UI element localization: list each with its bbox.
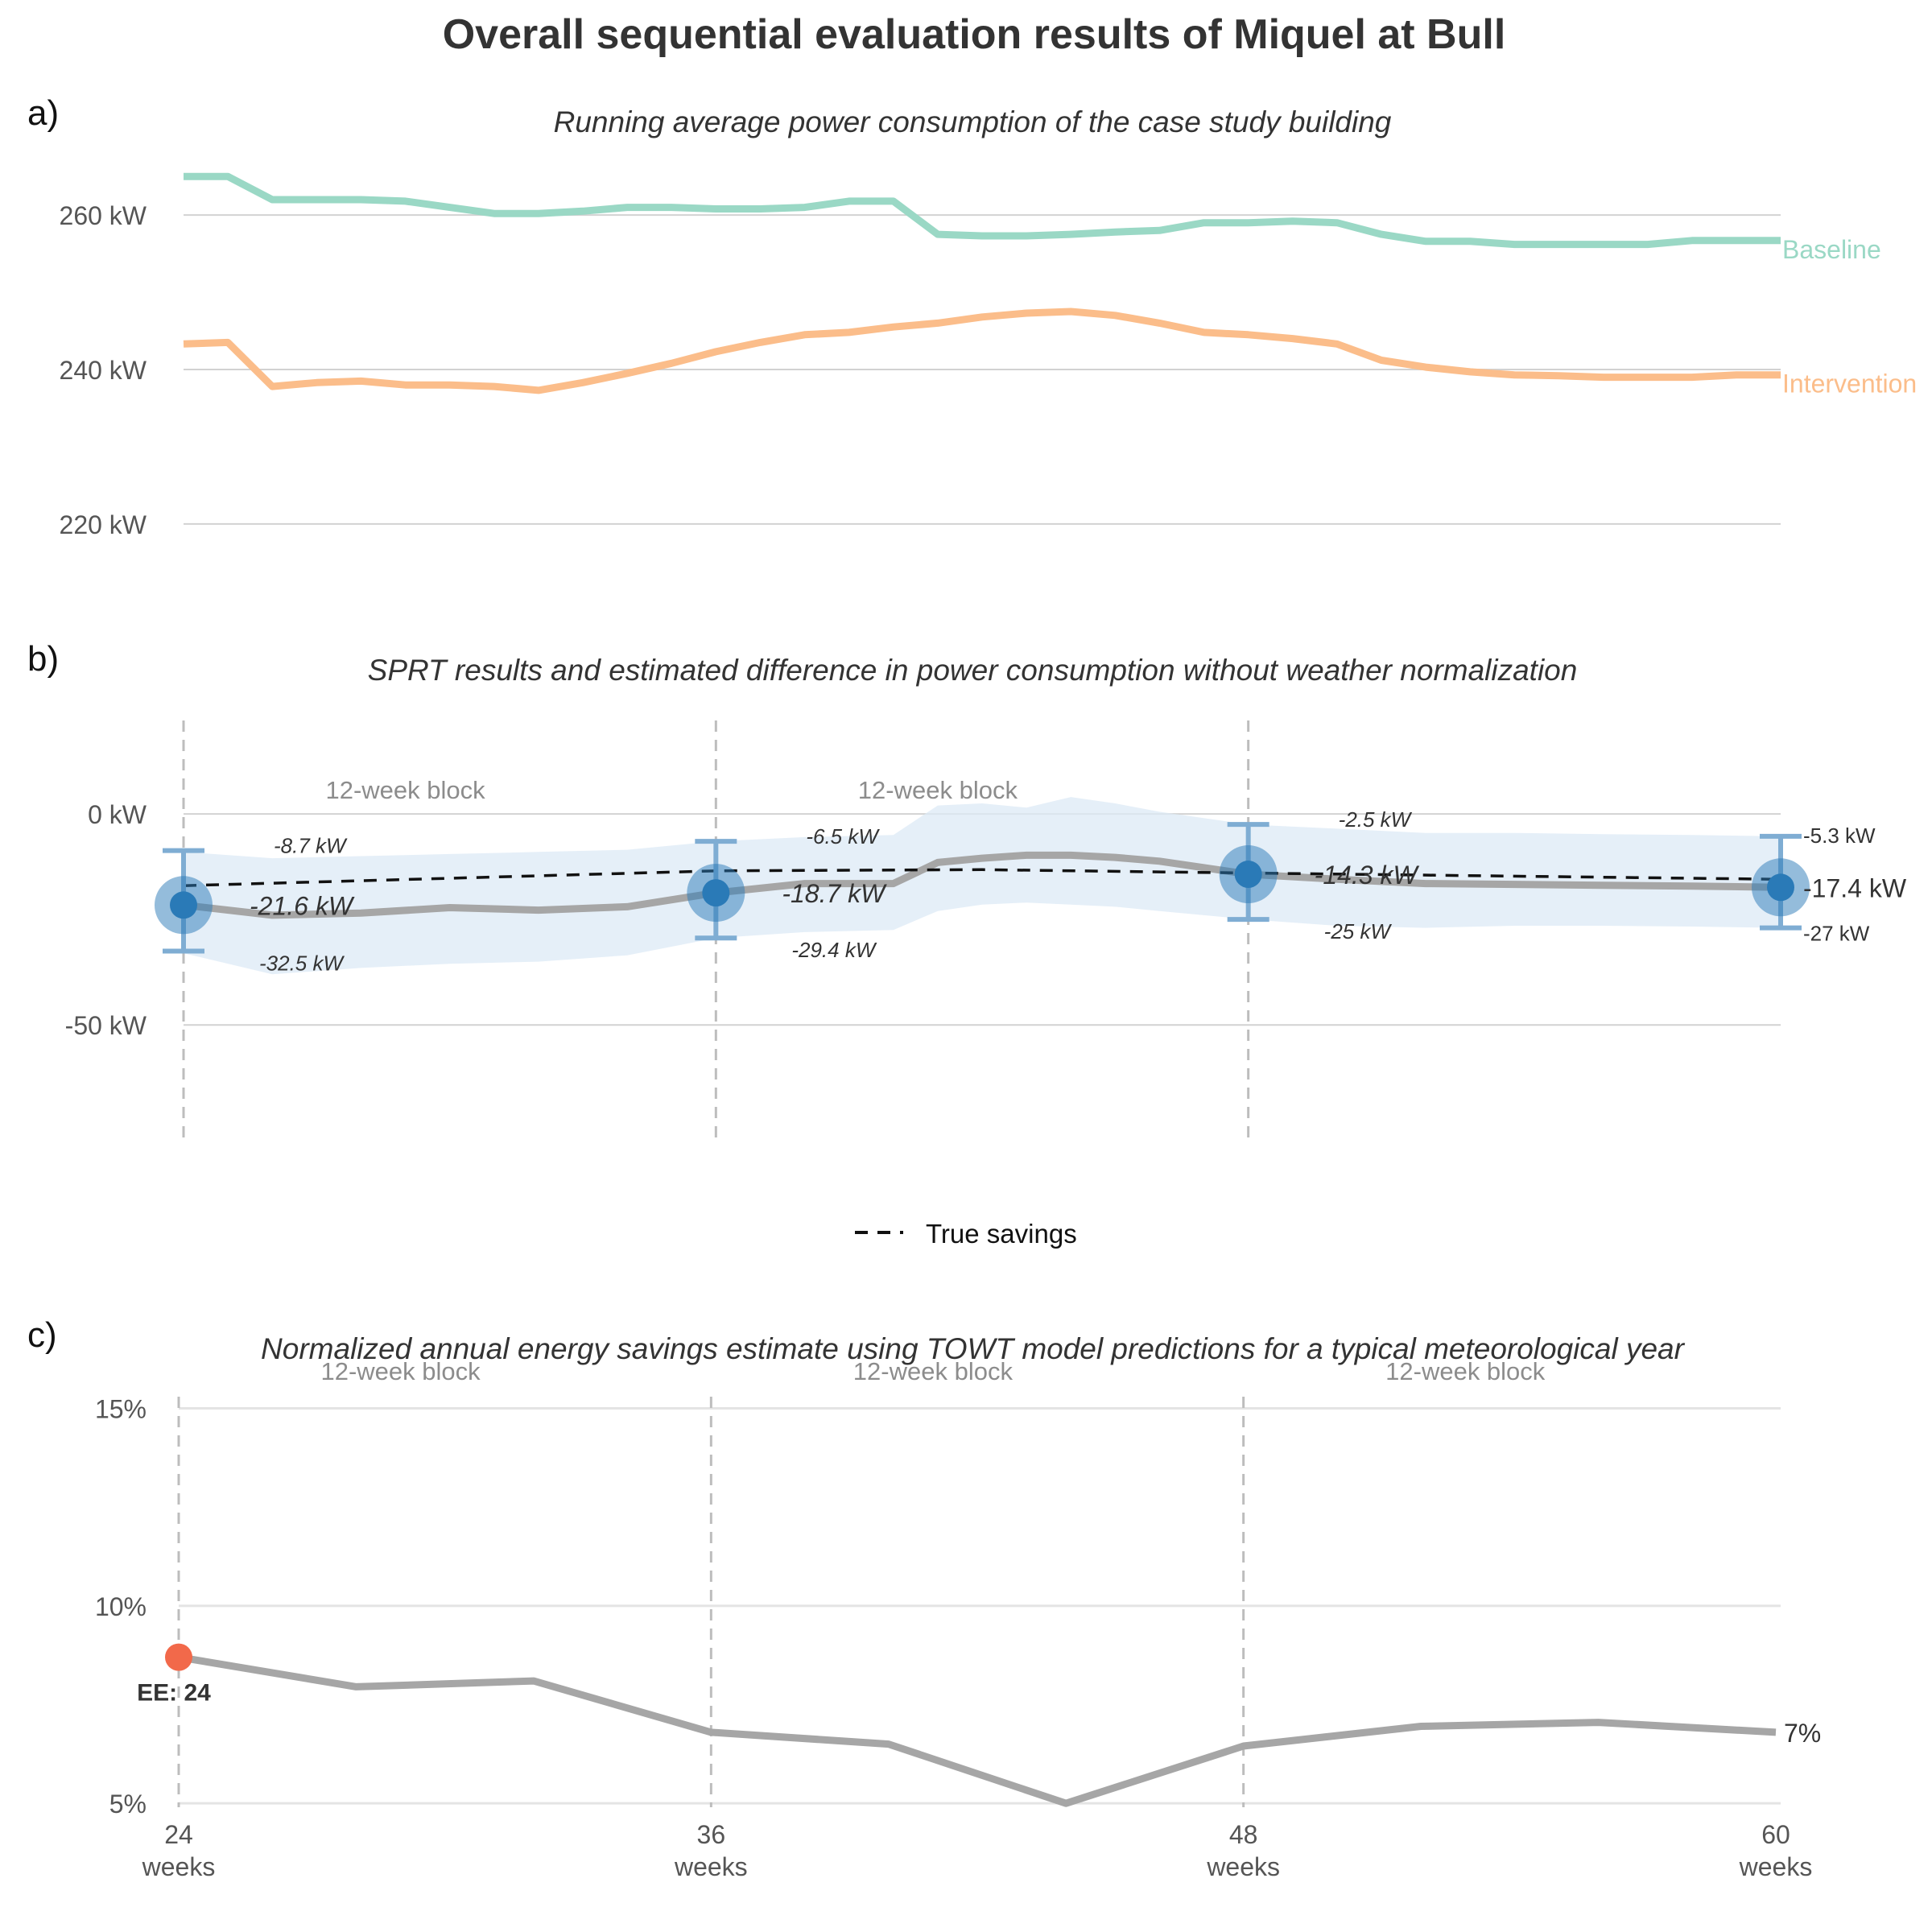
x-tick-unit: weeks — [674, 1852, 748, 1881]
sprt-lower-label: -29.4 kW — [791, 938, 877, 962]
panel-a-gridlines — [184, 214, 1781, 525]
y-tick-label: 5% — [109, 1790, 147, 1818]
y-tick-label: 0 kW — [88, 800, 147, 829]
series-line-true-savings — [183, 868, 1781, 887]
sprt-lower-label: -32.5 kW — [259, 951, 345, 975]
x-tick-unit: weeks — [142, 1852, 216, 1881]
panel-a-subtitle: Running average power consumption of the… — [554, 105, 1392, 138]
panel-c-subtitle: Normalized annual energy savings estimat… — [261, 1332, 1686, 1365]
x-tick-label: 60 — [1761, 1820, 1790, 1849]
x-tick-label: 24 — [164, 1820, 193, 1849]
block-label: 12-week block — [1385, 1357, 1546, 1385]
panel-b-block-lines — [182, 720, 1250, 1139]
y-tick-label: 220 kW — [60, 510, 147, 539]
panel-a-y-tick-labels: 220 kW 240 kW 260 kW — [60, 201, 147, 539]
panel-c-block-lines — [177, 1397, 1245, 1807]
sprt-point — [1234, 861, 1262, 889]
sprt-lower-label: -25 kW — [1324, 919, 1393, 943]
sprt-estimate-label: -18.7 kW — [782, 879, 887, 908]
block-label: 12-week block — [325, 776, 485, 804]
x-tick-unit: weeks — [1206, 1852, 1280, 1881]
panel-c-block-labels: 12-week block 12-week block 12-week block — [320, 1357, 1545, 1385]
uncertainty-band — [184, 797, 1781, 975]
sprt-point — [170, 891, 197, 919]
panel-b-sprt-points: -8.7 kW -21.6 kW -32.5 kW -6.5 kW -18.7 kW -2… — [155, 807, 1907, 975]
y-tick-label: 240 kW — [60, 356, 147, 385]
sprt-estimate-label: -14.3 kW — [1315, 861, 1420, 890]
panel-b-uncertainty-band — [184, 797, 1781, 975]
block-label: 12-week block — [320, 1357, 481, 1385]
panel-c-x-tick-labels: 24 weeks 36 weeks 48 weeks 60 weeks — [142, 1820, 1813, 1881]
y-tick-label: 15% — [95, 1394, 147, 1423]
sprt-upper-label: -2.5 kW — [1339, 807, 1413, 832]
x-tick-unit: weeks — [1739, 1852, 1813, 1881]
sprt-estimate-label: -21.6 kW — [250, 891, 355, 920]
sprt-estimate-label: -17.4 kW — [1803, 873, 1907, 902]
series-label-baseline: Baseline — [1782, 235, 1881, 264]
panel-c-letter: c) — [27, 1315, 57, 1355]
x-tick-label: 48 — [1229, 1820, 1258, 1849]
panel-b: b) SPRT results and estimated difference… — [27, 639, 1907, 1249]
panel-b-subtitle: SPRT results and estimated difference in… — [368, 654, 1578, 687]
panel-b-legend: True savings — [855, 1219, 1077, 1249]
panel-b-letter: b) — [27, 639, 59, 679]
series-line-normalized-savings — [178, 1653, 1777, 1807]
sprt-point — [702, 879, 730, 907]
y-tick-label: 260 kW — [60, 201, 147, 230]
block-label: 12-week block — [858, 776, 1018, 804]
panel-c: c) 5%10%15% 12-week block 12-week block 12… — [27, 1315, 1821, 1881]
panel-c-series: EE: 24 7% — [137, 1643, 1821, 1807]
panel-a-series: Baseline Intervention — [183, 172, 1917, 398]
series-line-intervention — [183, 308, 1781, 394]
block-label: 12-week block — [853, 1357, 1013, 1385]
panel-a-letter: a) — [27, 93, 59, 133]
panel-c-y-tick-labels: 5% 10% 15% — [95, 1394, 147, 1818]
figure-title: Overall sequential evaluation results of… — [443, 11, 1506, 58]
panel-b-series — [183, 851, 1781, 919]
panel-b-y-tick-labels: -50 kW 0 kW — [65, 800, 147, 1040]
legend-true-savings-label: True savings — [926, 1219, 1077, 1249]
panel-a: a) Running average power consumption of … — [27, 93, 1917, 539]
sprt-lower-label: -27 kW — [1803, 922, 1870, 946]
y-tick-label: 10% — [95, 1592, 147, 1621]
ee-point — [165, 1643, 192, 1671]
panel-c-gridlines — [179, 1406, 1781, 1805]
sprt-upper-label: -8.7 kW — [274, 834, 348, 858]
sprt-upper-label: -5.3 kW — [1803, 824, 1876, 848]
ee-point-label: EE: 24 — [137, 1680, 211, 1707]
sprt-upper-label: -6.5 kW — [806, 824, 880, 848]
series-line-baseline — [184, 172, 1781, 249]
sprt-point — [1767, 873, 1794, 902]
series-label-intervention: Intervention — [1782, 369, 1917, 398]
x-tick-label: 36 — [697, 1820, 726, 1849]
panel-b-block-labels: 12-week block 12-week block — [325, 776, 1018, 804]
y-tick-label: -50 kW — [65, 1011, 147, 1040]
series-line-estimated-difference — [183, 851, 1781, 919]
end-value-label: 7% — [1784, 1719, 1821, 1748]
